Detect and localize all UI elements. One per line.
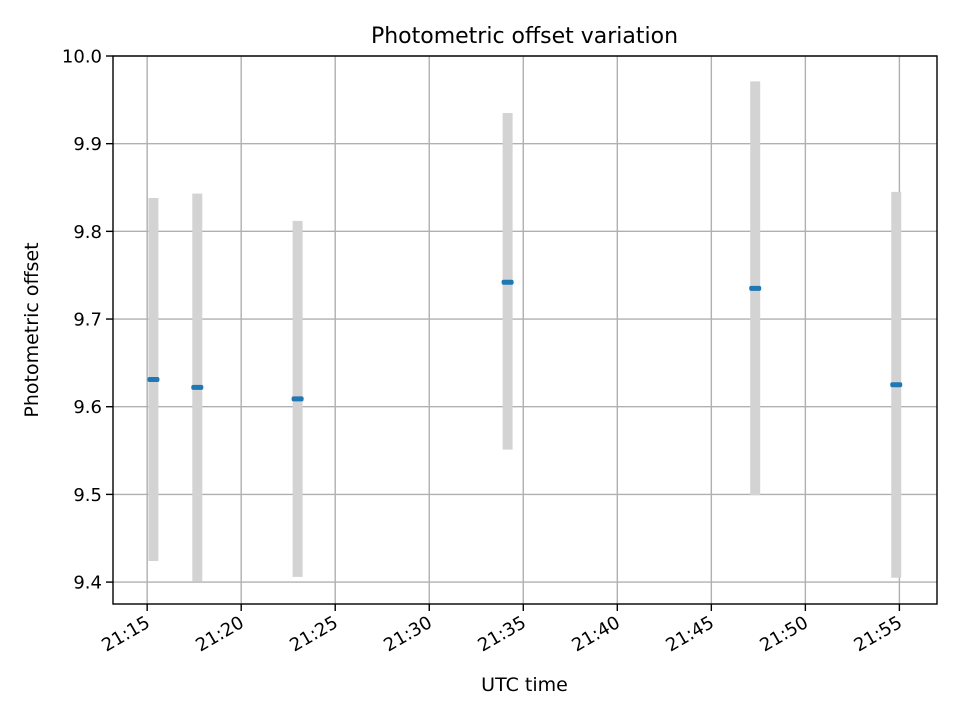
y-axis-ticks: 9.4 9.5 9.6 9.7 9.8 9.9 10.0	[62, 47, 113, 594]
y-tick-label: 9.9	[73, 134, 102, 155]
x-tick-label: 21:20	[192, 612, 247, 656]
y-axis-label: Photometric offset	[21, 242, 43, 417]
y-tick-label: 9.4	[73, 573, 102, 594]
grid-layer	[113, 55, 937, 604]
errorbar-layer	[148, 81, 902, 582]
x-axis-label: UTC time	[481, 674, 568, 696]
y-tick-label: 9.7	[73, 310, 102, 331]
x-tick-label: 21:35	[474, 612, 529, 656]
y-tick-label: 10.0	[62, 47, 102, 68]
x-tick-label: 21:30	[380, 612, 435, 656]
data-point	[749, 285, 762, 291]
y-tick-label: 9.5	[73, 485, 102, 506]
x-tick-label: 21:25	[286, 612, 341, 656]
x-tick-label: 21:50	[756, 612, 811, 656]
data-point	[890, 382, 903, 388]
x-tick-label: 21:45	[662, 612, 717, 656]
data-point	[501, 279, 514, 285]
data-point	[291, 396, 304, 402]
plot-frame	[112, 55, 938, 605]
marker-layer	[147, 279, 903, 402]
y-tick-label: 9.8	[73, 222, 102, 243]
data-point	[147, 377, 160, 383]
chart-title: Photometric offset variation	[371, 24, 678, 49]
x-tick-label: 21:40	[568, 612, 623, 656]
x-axis-ticks: 21:15 21:20 21:25 21:30 21:35 21:40 21:45 21:50…	[98, 604, 906, 656]
x-tick-label: 21:15	[98, 612, 153, 656]
x-tick-label: 21:55	[850, 612, 905, 656]
y-tick-label: 9.6	[73, 397, 102, 418]
data-point	[191, 384, 204, 390]
